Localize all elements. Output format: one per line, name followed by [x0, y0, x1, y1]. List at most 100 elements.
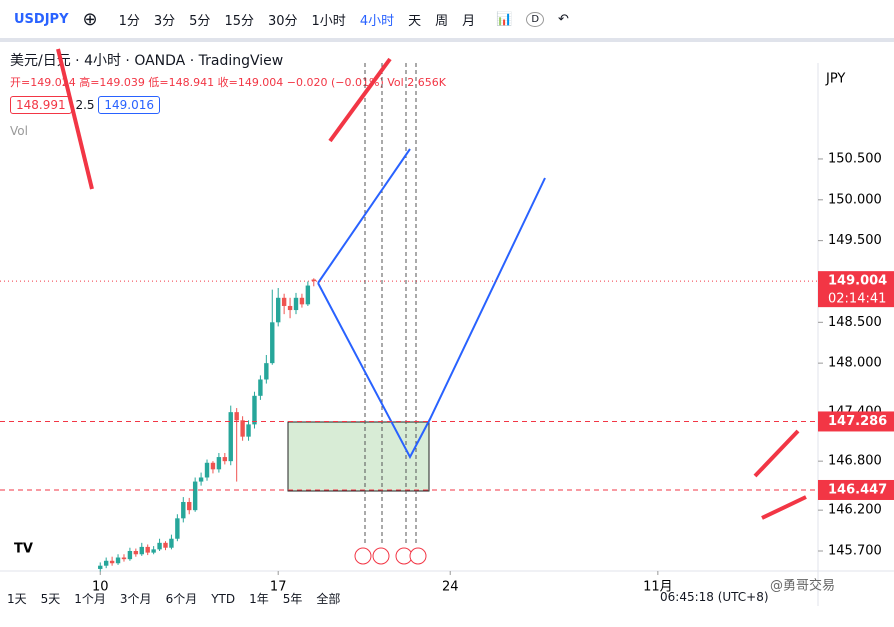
interval[interactable]: 1小时	[311, 13, 346, 29]
candle-body	[127, 550, 133, 560]
candle-body	[115, 557, 121, 564]
candle-body	[133, 550, 139, 555]
y-tick-label: 150.000	[828, 192, 882, 207]
price-label: 149.004	[828, 274, 887, 289]
x-tick-label: 11月	[643, 580, 673, 595]
candle-body	[258, 379, 263, 396]
candle-body	[98, 565, 103, 569]
candle-body	[234, 412, 239, 421]
interval[interactable]: 5分	[189, 13, 211, 29]
candle-body	[299, 297, 305, 305]
countdown: 02:14:41	[828, 292, 886, 307]
symbol[interactable]: USDJPY	[14, 11, 69, 27]
price-label: 146.447	[828, 482, 887, 497]
zone[interactable]	[287, 421, 430, 492]
candle-body	[198, 477, 204, 482]
candle-body	[246, 424, 251, 437]
candle-body	[270, 322, 275, 364]
legend-title: 美元/日元 · 4小时 · OANDA · TradingView	[10, 53, 284, 69]
interval[interactable]: 周	[435, 13, 449, 29]
interval[interactable]: 1分	[118, 13, 140, 29]
ask[interactable]: 149.016	[98, 96, 160, 114]
candle-body	[281, 297, 287, 306]
y-tick-label: 146.200	[828, 503, 882, 518]
candle-body	[240, 420, 245, 437]
candle-body	[252, 395, 257, 425]
candle-body	[187, 501, 192, 511]
y-tick-label: 145.700	[828, 543, 882, 558]
legend: 美元/日元 · 4小时 · OANDA · TradingView 开=149.…	[10, 50, 446, 138]
chart-type[interactable]: 📊	[496, 11, 513, 27]
price-label-box	[818, 479, 894, 500]
intervals: 1分 3分 5分 15分 30分 1小时 4小时天周月	[112, 10, 483, 29]
candle-body	[103, 560, 109, 566]
candle-body	[311, 279, 316, 282]
candle-body	[145, 546, 150, 553]
price-label-box	[818, 411, 894, 432]
x-tick-label: 24	[442, 580, 459, 595]
price-label: 147.286	[828, 414, 887, 429]
vol: Vol 2.656K	[387, 76, 446, 89]
toolbar: USDJPY ⊕ 1分 3分 5分 15分 30分 1小时 4小时天周月 📊 D ↶	[0, 0, 894, 42]
events[interactable]	[354, 547, 427, 565]
spread: 2.5	[75, 98, 95, 112]
badge[interactable]: D	[526, 11, 545, 27]
y-tick-label: 146.800	[828, 454, 882, 469]
interval[interactable]: 3分	[153, 13, 176, 29]
candle-body	[222, 457, 228, 462]
candle-body	[163, 542, 168, 548]
range[interactable]: 全部	[316, 592, 341, 606]
candle-body	[151, 549, 156, 553]
y-tick-label: 148.500	[828, 315, 882, 330]
range[interactable]: 1个月	[74, 592, 106, 606]
candle-body	[139, 546, 144, 555]
projection[interactable]	[317, 148, 411, 284]
range[interactable]: 1年	[249, 592, 269, 606]
candle-body	[276, 297, 281, 323]
add[interactable]: ⊕	[82, 8, 98, 30]
interval[interactable]: 4小时	[359, 13, 395, 29]
ohlc: 开=149.024 高=149.039 低=148.941 收=149.004 …	[10, 76, 384, 89]
vol-label: Vol	[10, 124, 28, 138]
logo: TV	[14, 542, 33, 557]
candle-body	[305, 285, 311, 305]
annotation-arrows	[56, 48, 807, 520]
interval[interactable]: 30分	[267, 13, 298, 29]
range[interactable]: 6个月	[165, 592, 198, 606]
candle-body	[157, 542, 162, 550]
candle-body	[228, 412, 233, 462]
candle-body	[181, 501, 186, 519]
range[interactable]: YTD	[211, 592, 236, 606]
x-tick-label: 17	[270, 580, 287, 595]
bottom-bar: 1天 5天 1个月 3个月 6个月 YTD 1年 5年 全部 06:45:18 (UTC+8)	[0, 590, 894, 607]
clock: 06:45:18 (UTC+8)	[660, 590, 769, 604]
candle-body	[204, 462, 210, 478]
candle-body	[264, 363, 269, 380]
range[interactable]: 5天	[40, 592, 61, 606]
projection[interactable]	[317, 177, 546, 460]
candle-body	[175, 518, 180, 539]
interval[interactable]: 15分	[224, 13, 254, 29]
x-tick-label: 10	[92, 580, 109, 595]
page: USDJPY ⊕ 1分 3分 5分 15分 30分 1小时 4小时天周月 📊 D ↶ 美元/…	[0, 0, 894, 607]
candle-body	[192, 481, 198, 511]
range[interactable]: 5年	[282, 592, 303, 606]
interval[interactable]: 天	[408, 13, 422, 29]
undo[interactable]: ↶	[558, 11, 569, 27]
candle-body	[121, 557, 127, 560]
watermark: @勇哥交易	[770, 578, 835, 594]
interval[interactable]: 月	[462, 13, 476, 29]
vlines	[364, 63, 417, 546]
range[interactable]: 1天	[7, 592, 27, 606]
y-tick-label: 148.000	[828, 356, 882, 371]
y-tick-label: 150.500	[828, 151, 882, 166]
candle-body	[216, 457, 222, 470]
currency[interactable]: JPY	[825, 72, 845, 87]
candle-body	[169, 538, 174, 548]
range[interactable]: 3个月	[119, 592, 152, 606]
y-tick-label: 149.500	[828, 233, 882, 248]
candle-body	[210, 462, 216, 470]
candle-body	[109, 560, 115, 564]
candle-body	[287, 305, 293, 311]
chart: JPY TV @勇哥交易 145.700146.200146.800147.40…	[0, 48, 894, 606]
